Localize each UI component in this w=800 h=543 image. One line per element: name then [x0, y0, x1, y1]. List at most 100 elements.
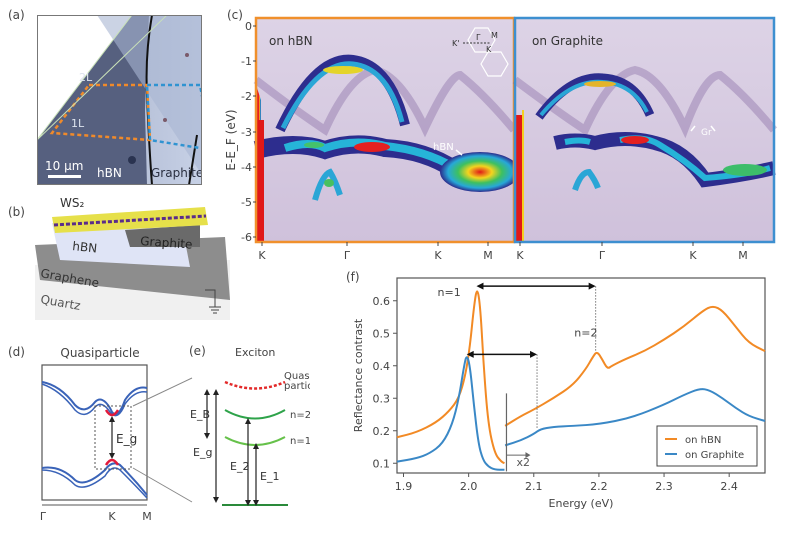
band-faint: [512, 65, 778, 139]
legend-label: on hBN: [685, 435, 721, 446]
ytick: -5: [241, 196, 252, 209]
label-e2: E_2: [230, 460, 249, 473]
xtick: K: [434, 249, 442, 262]
brillouin-zone-inset: K' Γ M K: [452, 27, 509, 77]
bz-label-gamma: Γ: [476, 33, 481, 42]
arpes-ytick-marks: [253, 25, 256, 238]
ytick-label: 0.1: [373, 457, 391, 470]
ytick-label: 0.2: [373, 425, 391, 438]
panel-d-title: Quasiparticle: [60, 346, 139, 360]
graphite-layer: [125, 225, 200, 247]
arpes-yticks: 0 -1 -2 -3 -4 -5 -6: [241, 20, 252, 244]
gr-annotation: Gr: [701, 128, 712, 138]
valence-band-maximum: [104, 458, 120, 466]
quasiparticle-level: [224, 380, 286, 390]
panel-b-label: (b): [8, 205, 25, 219]
1l-region-hbn-outline: [49, 83, 152, 142]
transition-arrow-head: [530, 350, 538, 358]
xtick-label: 2.1: [525, 480, 543, 493]
bz-hexagon: [480, 51, 509, 77]
series-line-on-graphite: [504, 388, 766, 447]
n1-label: n=1: [438, 286, 461, 299]
band-mid-left: [564, 137, 591, 145]
arpes-ylabel: E-E_F (eV): [225, 109, 238, 170]
arpes-right-background: [515, 18, 774, 242]
series-line-on-graphite: [396, 356, 505, 471]
label-eb: E_B: [190, 408, 210, 421]
n1-level: [224, 436, 286, 446]
ytick-label: 0.5: [373, 327, 391, 340]
xtick-label: 2.4: [720, 480, 738, 493]
xtick: Γ: [40, 510, 47, 523]
band-low: [572, 168, 601, 191]
ytick-label: 0.6: [373, 295, 391, 308]
label-hbn: hBN: [72, 239, 98, 256]
arpes-right-xticks: K Γ K M: [516, 242, 748, 262]
ytick: 0: [245, 20, 252, 33]
ws2-tungsten-row: [53, 214, 207, 227]
label-quartz: Quartz: [39, 292, 81, 313]
ytick-label: 0.4: [373, 360, 391, 373]
y-axis-label: Reflectance contrast: [352, 318, 365, 432]
plot-frame: [396, 277, 766, 474]
panel-f-label: (f): [346, 270, 360, 284]
ytick: -6: [241, 231, 252, 244]
zoom-box: [94, 405, 132, 470]
label-n2: n=2: [290, 410, 310, 421]
bz-label-kprime: K': [452, 39, 459, 48]
bz-label-k: K: [486, 45, 492, 54]
transition-arrow-head: [466, 350, 474, 358]
hbn-annotation-pointer: [455, 149, 463, 156]
panel-e-label: (e): [189, 344, 206, 358]
band-low: [312, 168, 343, 201]
panel-a-label: (a): [8, 8, 25, 22]
ws2-layer: [52, 207, 208, 233]
2l-edge: [37, 15, 168, 141]
band-mid-hotspot: [621, 136, 649, 144]
xtick: K: [258, 249, 266, 262]
band-k-spot: [723, 164, 767, 176]
arpes-right-panel: on Graphite Gr K Γ K M: [512, 16, 778, 262]
label-graphite: Graphite: [140, 234, 193, 252]
particle: [128, 156, 136, 164]
energy-arrows: [206, 392, 257, 503]
series-line-on-hbn: [504, 305, 766, 427]
band-mid-hotspot: [354, 142, 390, 152]
label-quasi: Quasi-: [284, 371, 310, 382]
particle: [185, 53, 189, 57]
scale-break-arrow-head: [525, 452, 531, 459]
graphite-thick-region: [97, 15, 202, 175]
ytick-label: 0.3: [373, 392, 391, 405]
transition-arrow-head: [588, 282, 596, 290]
xtick: K: [689, 249, 697, 262]
xtick: K: [516, 249, 524, 262]
label-eg: E_g: [193, 446, 212, 459]
ytick: -2: [241, 90, 252, 103]
k-point-red: [515, 115, 523, 242]
xtick-label: 1.9: [395, 480, 413, 493]
arpes-left-panel: on hBN hBN K' Γ M K K Γ K M: [253, 16, 520, 262]
ytick: -3: [241, 126, 252, 139]
xtick: M: [142, 510, 152, 523]
connector-line: [132, 377, 193, 407]
band-faint: [253, 65, 518, 138]
xtick: M: [738, 249, 748, 262]
xtick-label: 2.0: [460, 480, 478, 493]
ground-icon: [205, 289, 221, 314]
scale-bar-label: 10 µm: [45, 159, 83, 173]
label-e1: E_1: [260, 470, 279, 483]
connector-line: [132, 467, 193, 503]
zoom-connectors: [132, 377, 193, 503]
exciton-level-diagram: Exciton Quasi- particle n=2 n=1 E_B E_g …: [190, 346, 310, 506]
xtick: Γ: [599, 249, 606, 262]
xtick: K: [108, 510, 116, 523]
band-mid-spot: [304, 142, 324, 148]
gap-label: E_g: [116, 432, 137, 446]
panel-c-label: (c): [227, 8, 243, 22]
x-axis-label: Energy (eV): [549, 497, 614, 510]
legend-label: on Graphite: [685, 450, 744, 461]
arpes-right-title: on Graphite: [532, 34, 603, 48]
legend-box: [656, 425, 758, 467]
gr-annotation-pointer: [690, 125, 696, 132]
